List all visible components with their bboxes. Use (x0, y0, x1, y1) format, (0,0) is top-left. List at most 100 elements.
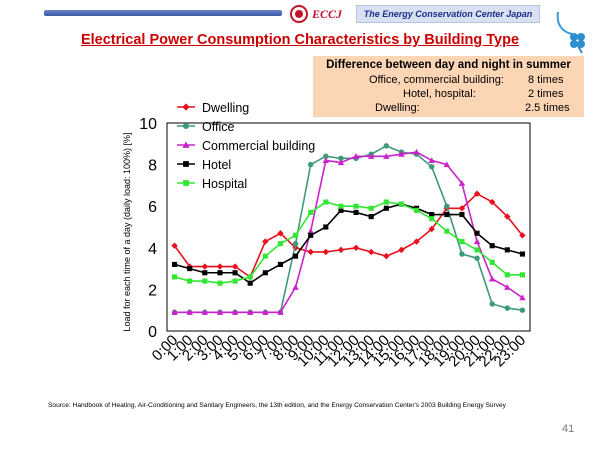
data-point (201, 309, 209, 315)
data-point (352, 244, 360, 251)
info-box-title: Difference between day and night in summ… (326, 59, 571, 71)
data-point (488, 275, 496, 282)
data-point (398, 151, 405, 157)
data-point (474, 255, 480, 261)
data-point (367, 248, 375, 256)
data-point (444, 203, 450, 209)
legend-label: Office (202, 120, 234, 134)
data-point (323, 199, 329, 205)
y-tick-labels: 0 2 4 6 8 10 (139, 116, 157, 341)
data-point (413, 238, 420, 245)
data-point (202, 270, 208, 276)
data-point (247, 274, 253, 280)
data-point (337, 159, 345, 166)
data-point (307, 161, 314, 168)
data-point (307, 227, 314, 234)
x-tick-labels: 0:001:002:003:004:005:006:007:008:009:00… (149, 332, 530, 371)
data-point (428, 225, 435, 233)
data-point (458, 180, 466, 186)
eccj-logo-icon (290, 5, 308, 23)
data-point (186, 309, 193, 315)
y-tick-label: 8 (148, 158, 157, 175)
data-point (444, 211, 450, 218)
data-point (201, 263, 209, 270)
data-point (398, 201, 404, 207)
page-number: 41 (562, 423, 575, 435)
info-value-office: 8 times (528, 74, 564, 86)
data-point (473, 238, 481, 245)
data-point (458, 205, 466, 212)
data-point (459, 251, 465, 257)
data-point (277, 241, 283, 247)
data-point (504, 272, 510, 278)
data-point (231, 309, 239, 315)
chart-legend: Dwelling Office Commercial building Hotel Ho… (177, 101, 315, 191)
data-point (459, 239, 465, 245)
series-line (174, 151, 523, 314)
data-point (504, 213, 511, 220)
legend-entry: Dwelling (177, 101, 249, 115)
data-point (353, 209, 359, 215)
slide-title: Electrical Power Consumption Characteris… (80, 32, 520, 48)
legend-label: Commercial building (202, 139, 315, 153)
data-point (519, 251, 525, 257)
data-point (338, 207, 344, 213)
data-point (398, 246, 405, 254)
data-point (337, 246, 345, 254)
data-point (202, 278, 208, 284)
series-dwelling (171, 190, 526, 281)
data-point (488, 198, 496, 206)
data-point (171, 242, 178, 249)
data-point (353, 203, 359, 209)
data-point (444, 228, 450, 234)
data-point (217, 280, 223, 286)
legend-entry: Office (177, 120, 234, 134)
series-hospital (172, 199, 525, 286)
data-point (519, 272, 525, 278)
data-point (182, 141, 190, 148)
data-point (308, 209, 314, 215)
source-citation: Source: Handbook of Heating, Air-Conditi… (48, 402, 506, 409)
data-point (429, 216, 435, 222)
data-point (519, 294, 526, 301)
data-point (277, 309, 284, 315)
y-tick-label: 6 (148, 199, 157, 216)
day-night-difference-box: Difference between day and night in summ… (313, 56, 584, 117)
data-point (232, 270, 238, 276)
data-point (459, 211, 465, 218)
data-point (383, 252, 390, 260)
data-point (474, 247, 480, 253)
data-point (504, 247, 510, 253)
legend-entry: Hotel (177, 158, 231, 172)
y-tick-label: 10 (139, 116, 157, 133)
legend-label: Dwelling (202, 101, 249, 115)
data-point (172, 274, 178, 280)
data-point (489, 243, 495, 249)
data-point (323, 224, 329, 230)
data-point (292, 284, 299, 290)
data-point (474, 230, 480, 236)
data-point (293, 232, 299, 238)
data-point (504, 305, 511, 311)
data-point (443, 161, 451, 168)
data-point (307, 248, 314, 256)
data-point (187, 278, 193, 284)
data-point (383, 199, 389, 205)
data-point (262, 309, 269, 315)
data-point (413, 148, 420, 155)
data-point (489, 301, 495, 307)
series-commercial-building (171, 148, 526, 315)
y-tick-label: 0 (148, 324, 157, 341)
data-point (383, 205, 389, 211)
data-point (262, 238, 269, 245)
data-point (429, 211, 435, 218)
legend-entry: Hospital (177, 177, 247, 191)
data-point (293, 253, 299, 259)
data-point (277, 230, 284, 237)
info-label-hotel: Hotel, hospital: (403, 88, 476, 100)
data-point (338, 155, 344, 162)
org-short-name: ECCJ (312, 7, 343, 21)
data-point (519, 307, 526, 313)
data-point (504, 284, 511, 290)
